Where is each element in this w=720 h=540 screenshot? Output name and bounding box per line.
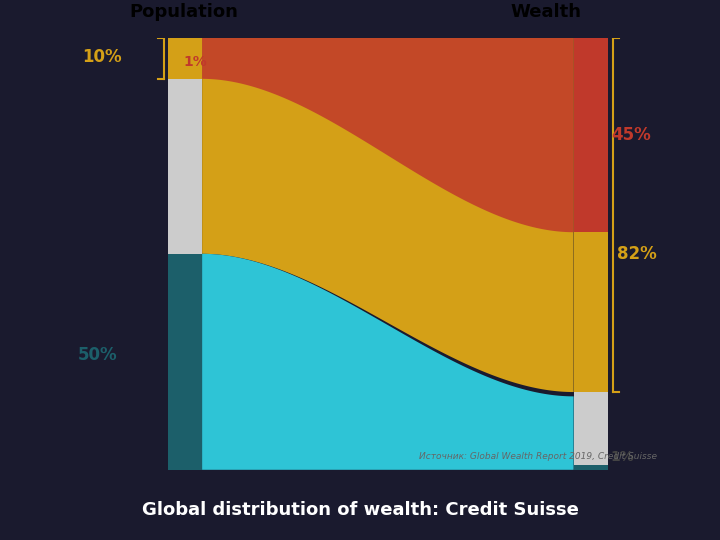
Polygon shape [202, 38, 574, 232]
Polygon shape [202, 38, 574, 392]
Polygon shape [202, 254, 574, 470]
Text: Population: Population [129, 3, 238, 21]
Text: Источник: Global Wealth Report 2019, Credit Suisse: Источник: Global Wealth Report 2019, Cre… [419, 452, 657, 461]
Text: 82%: 82% [617, 245, 657, 263]
Text: 50%: 50% [78, 346, 117, 364]
Text: 1%: 1% [184, 55, 207, 69]
Text: 10%: 10% [82, 48, 122, 66]
Text: 45%: 45% [611, 126, 651, 144]
Text: Wealth: Wealth [510, 3, 581, 21]
Text: 1%: 1% [611, 450, 634, 464]
Text: Global distribution of wealth: Credit Suisse: Global distribution of wealth: Credit Su… [142, 501, 578, 519]
